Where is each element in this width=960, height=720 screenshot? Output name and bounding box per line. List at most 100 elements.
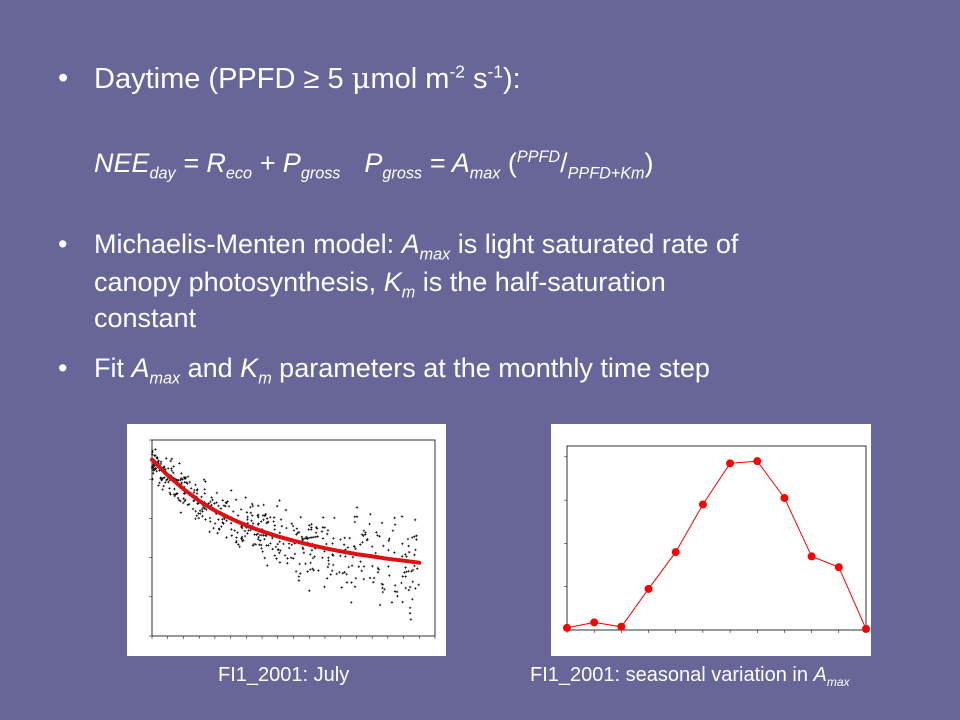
scatter-point [166, 467, 170, 470]
scatter-point [257, 535, 260, 539]
scatter-point [351, 555, 355, 559]
scatter-point [411, 568, 415, 572]
scatter-point [186, 503, 189, 507]
series-line [566, 460, 867, 630]
scatter-point [404, 575, 407, 578]
scatter-point [236, 514, 240, 517]
scatter-point [169, 493, 172, 496]
scatter-point [263, 514, 267, 517]
scatter-point [407, 544, 410, 548]
scatter-point [408, 606, 412, 609]
scatter-point [198, 509, 202, 512]
fit-curve [150, 457, 422, 565]
scatter-point [406, 537, 410, 541]
scatter-point [207, 502, 211, 505]
scatter-point [333, 516, 336, 520]
scatter-point [217, 504, 220, 508]
bullet-dot: • [58, 229, 68, 259]
scatter-point [299, 572, 302, 575]
scatter-point [241, 539, 244, 543]
scatter-point [262, 503, 265, 507]
scatter-point [376, 534, 379, 537]
scatter-point [273, 528, 276, 531]
scatter-point [182, 497, 185, 500]
scatter-point [155, 469, 158, 473]
scatter-point [238, 545, 241, 549]
scatter-point [162, 484, 165, 488]
scatter-point [371, 545, 374, 548]
scatter-point [321, 516, 325, 519]
scatter-point [350, 564, 354, 567]
scatter-point [192, 499, 196, 502]
scatter-point [388, 537, 391, 541]
scatter-point [192, 491, 196, 494]
scatter-point [273, 554, 277, 557]
data-point [780, 493, 789, 502]
scatter-point [186, 475, 190, 478]
data-point [590, 618, 599, 627]
scatter-point [239, 508, 243, 511]
scatter-point [400, 515, 404, 518]
scatter-point [233, 529, 236, 532]
scatter-point [251, 504, 255, 508]
scatter-point [361, 541, 364, 544]
scatter-point [401, 575, 404, 578]
scatter-point [286, 562, 289, 565]
scatter-point [297, 575, 301, 578]
scatter-point [290, 543, 294, 546]
scatter-point [255, 533, 258, 536]
scatter-point [355, 515, 359, 518]
scatter-point [257, 538, 260, 541]
scatter-point [276, 542, 279, 546]
scatter-point [372, 581, 375, 584]
scatter-point [273, 524, 277, 527]
scatter-point [272, 520, 275, 523]
scatter-point [297, 530, 301, 534]
scatter-point [376, 571, 380, 574]
scatter-point [411, 597, 414, 601]
scatter-point [413, 564, 416, 568]
scatter-point [188, 480, 191, 484]
scatter-point [151, 465, 155, 469]
scatter-point [165, 457, 168, 460]
scatter-point [152, 472, 155, 475]
scatter-point [235, 536, 238, 539]
scatter-point [317, 569, 320, 572]
scatter-point [348, 536, 351, 540]
bullet-michaelis-text: Michaelis-Menten model: Amax is light sa… [94, 229, 739, 333]
scatter-point [240, 525, 243, 529]
scatter-point [193, 488, 196, 492]
scatter-point [251, 522, 255, 525]
scatter-point [359, 543, 362, 546]
scatter-point [305, 535, 308, 539]
scatter-point [181, 501, 185, 505]
scatter-point [258, 539, 262, 542]
scatter-point [331, 542, 334, 545]
scatter-point [183, 477, 187, 480]
scatter-point [368, 522, 371, 526]
scatter-point [201, 510, 204, 513]
scatter-point [310, 526, 313, 529]
scatter-point [212, 526, 215, 530]
nee-equation: NEEday = Reco + Pgross Pgross = Amax (PPF… [94, 148, 654, 183]
scatter-point [232, 510, 235, 513]
scatter-point [342, 543, 346, 546]
scatter-point [353, 545, 356, 549]
scatter-point [296, 531, 299, 535]
scatter-point [254, 543, 257, 546]
scatter-point [230, 528, 233, 531]
scatter-point [354, 547, 357, 551]
scatter-point [381, 590, 385, 594]
plot-frame [566, 445, 867, 631]
scatter-point [407, 550, 411, 554]
data-point [671, 548, 680, 557]
scatter-point [152, 463, 155, 466]
scatter-point [174, 493, 177, 496]
scatter-point [153, 464, 156, 468]
scatter-point [404, 566, 407, 569]
scatter-point [279, 549, 282, 552]
scatter-point [172, 471, 175, 475]
scatter-point [199, 512, 202, 515]
seasonal-amax-chart [563, 445, 870, 633]
scatter-point [249, 528, 252, 532]
